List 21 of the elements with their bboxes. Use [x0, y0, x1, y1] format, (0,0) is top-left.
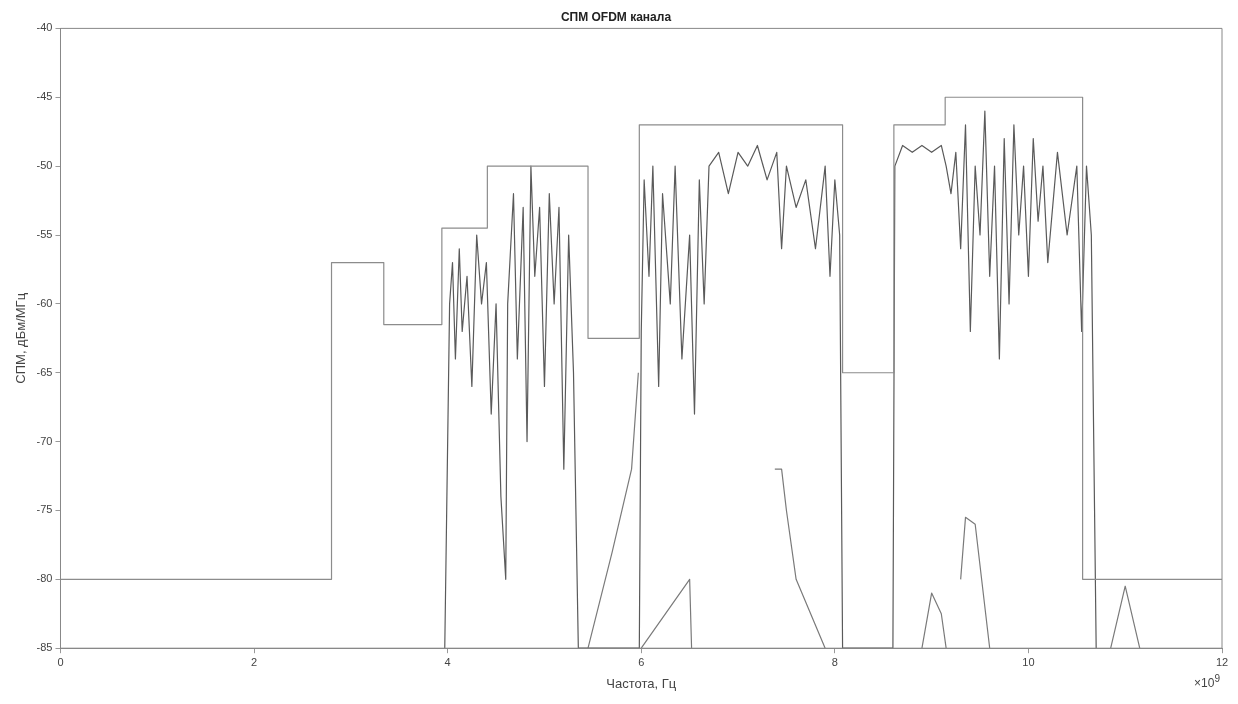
y-tick-label: -50: [36, 159, 53, 172]
text: ×10$^{9}$: [1194, 673, 1220, 690]
y-axis-title: СПМ, дБм/МГц: [13, 292, 29, 384]
x-tick-label: 12: [1215, 655, 1229, 668]
chart-title: СПМ OFDM канала: [560, 9, 672, 24]
y-tick-label: -80: [36, 572, 53, 585]
y-tick-label: -60: [36, 296, 53, 309]
y-tick-label: -65: [36, 365, 53, 378]
x-tick-label: 4: [444, 655, 451, 668]
x-tick-label: 10: [1022, 655, 1035, 668]
y-tick-label: -70: [36, 434, 53, 447]
y-tick-label: -40: [36, 21, 53, 34]
x-tick-label: 8: [831, 655, 838, 668]
x-tick-label: 2: [251, 655, 258, 668]
x-tick-label: 6: [638, 655, 645, 668]
x-axis-title: Частота, Гц: [606, 675, 677, 691]
y-tick-label: -75: [36, 503, 53, 516]
y-tick-label: -45: [36, 90, 53, 103]
y-tick-label: -85: [36, 641, 53, 654]
x-tick-label: 0: [57, 655, 64, 668]
y-tick-label: -55: [36, 228, 53, 241]
